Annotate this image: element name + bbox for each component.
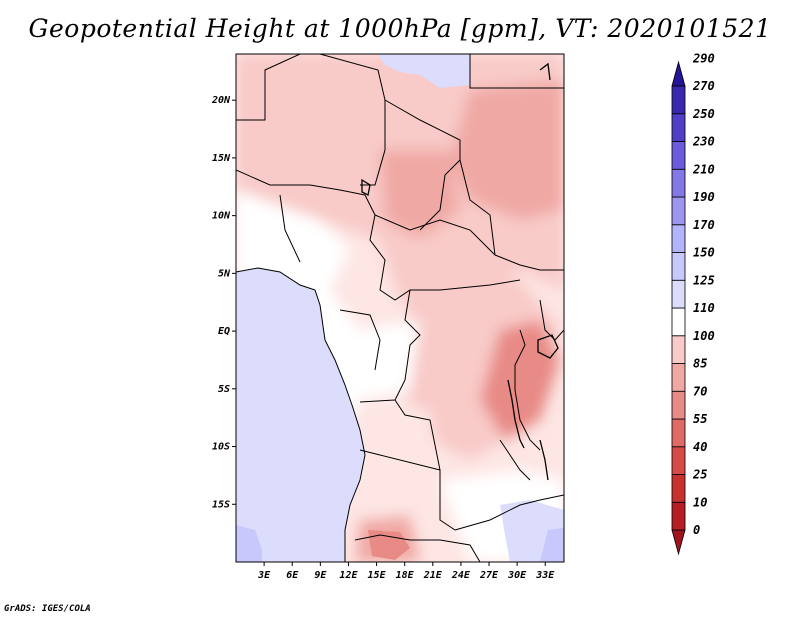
field-southeast-dark — [540, 528, 564, 562]
colorbar-label: 40 — [693, 440, 707, 454]
y-axis: 20N 15N 10N 5N EQ 5S 10S 15S — [211, 95, 236, 510]
lakes — [361, 62, 559, 481]
field-angola-zone — [350, 400, 440, 530]
border-13 — [454, 494, 564, 531]
colorbar-label: 190 — [693, 190, 715, 204]
colorbar: 0 10 25 40 55 70 85 100 110 125 150 170 190 210 230 250… — [671, 51, 715, 556]
colorbar-label: 250 — [692, 107, 715, 121]
grads-credit: GrADS: IGES/COLA — [4, 604, 91, 614]
colorbar-swatch — [671, 141, 686, 170]
lake-victoria — [537, 334, 559, 359]
border-17 — [279, 194, 301, 263]
y-tick-label: 5S — [218, 384, 230, 395]
colorbar-swatch — [671, 363, 686, 392]
x-tick-label: 33E — [535, 570, 555, 581]
field-sudan-zone — [450, 80, 564, 220]
colorbar-swatch — [671, 335, 686, 364]
colorbar-swatch — [671, 418, 686, 448]
colorbar-label: 125 — [693, 273, 715, 287]
colorbar-swatch — [671, 474, 686, 503]
colorbar-swatch — [671, 113, 686, 142]
colorbar-swatch — [671, 390, 686, 420]
colorbar-label: 150 — [693, 246, 715, 260]
x-tick-label: 6E — [286, 570, 299, 581]
field-southwest-blue — [236, 525, 262, 562]
colorbar-label: 70 — [693, 384, 707, 398]
colorbar-swatch — [671, 224, 686, 253]
colorbar-swatch — [671, 279, 686, 309]
y-tick-label: 20N — [211, 95, 231, 106]
chart-title: Geopotential Height at 1000hPa [gpm], VT… — [28, 14, 772, 43]
colorbar-swatch — [671, 307, 686, 337]
border-16 — [339, 309, 381, 371]
border-14 — [514, 329, 541, 451]
red-sea-coast — [539, 62, 551, 81]
colorbar-swatch — [671, 196, 686, 226]
border-15 — [539, 299, 564, 341]
colorbar-label: 230 — [692, 135, 715, 149]
y-tick-label: 10S — [212, 442, 230, 453]
y-tick-label: 5N — [218, 268, 231, 279]
border-7 — [364, 194, 521, 301]
x-tick-label: 30E — [507, 570, 527, 581]
border-18 — [499, 439, 531, 481]
x-tick-label: 9E — [314, 570, 327, 581]
field-atlantic-ocean — [236, 268, 365, 562]
lake-malawi — [539, 439, 549, 481]
field-car-zone — [380, 230, 520, 300]
colorbar-extend-low — [671, 529, 686, 556]
colorbar-label: 100 — [693, 329, 715, 343]
x-axis: 3E 6E 9E 12E 15E 18E 21E 24E 27E 30E 33E — [257, 562, 555, 581]
border-2 — [319, 54, 386, 186]
field-chad-zone — [380, 150, 460, 240]
colorbar-swatch — [671, 168, 686, 198]
field-highlands-zone — [480, 320, 560, 440]
x-tick-label: 12E — [339, 570, 358, 581]
colorbar-label: 270 — [692, 79, 715, 93]
border-10 — [394, 399, 456, 531]
lake-tanganyika — [507, 379, 525, 449]
border-12 — [354, 534, 481, 562]
colorbar-label: 110 — [693, 301, 715, 315]
x-tick-label: 27E — [479, 570, 499, 581]
border-11 — [359, 449, 441, 471]
border-4 — [469, 54, 564, 89]
colorbar-label: 0 — [693, 523, 700, 537]
x-tick-label: 18E — [396, 570, 415, 581]
country-borders — [236, 54, 564, 562]
y-tick-label: 10N — [212, 211, 231, 222]
colorbar-swatch — [671, 252, 686, 281]
field-north-blue — [378, 54, 470, 88]
border-1 — [236, 54, 301, 121]
colorbar-label: 85 — [693, 357, 707, 371]
plot-frame — [235, 53, 565, 563]
colorbar-label: 55 — [693, 412, 707, 426]
field-namibia-hot — [368, 530, 410, 560]
x-tick-label: 21E — [423, 570, 443, 581]
x-tick-label: 3E — [257, 570, 271, 581]
x-tick-label: 24E — [451, 570, 471, 581]
colorbar-swatch — [671, 501, 686, 531]
colorbar-label: 10 — [693, 495, 707, 509]
border-8 — [374, 214, 496, 256]
border-6 — [236, 169, 366, 196]
field-layer — [236, 54, 564, 562]
colorbar-label: 290 — [692, 51, 715, 65]
colorbar-swatch — [671, 85, 686, 115]
x-tick-label: 15E — [368, 570, 387, 581]
colorbar-label: 210 — [692, 162, 715, 176]
colorbar-label: 25 — [692, 468, 707, 482]
y-tick-label: 15N — [212, 153, 231, 164]
lake-chad — [361, 178, 371, 196]
colorbar-swatch — [671, 446, 686, 475]
colorbar-label: 170 — [693, 218, 715, 232]
colorbar-extend-high — [671, 60, 686, 87]
y-tick-label: EQ — [218, 326, 230, 337]
y-tick-label: 15S — [212, 499, 230, 510]
coastline-west — [236, 267, 366, 562]
